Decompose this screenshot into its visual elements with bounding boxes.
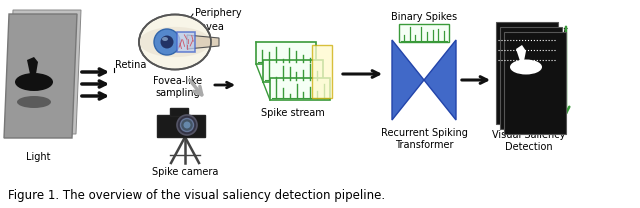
FancyBboxPatch shape [500, 27, 562, 129]
Text: Periphery: Periphery [195, 8, 242, 18]
Polygon shape [187, 35, 219, 49]
Ellipse shape [17, 96, 51, 108]
Ellipse shape [139, 27, 211, 57]
Text: Recurrent Spiking
Transformer: Recurrent Spiking Transformer [381, 128, 467, 150]
FancyBboxPatch shape [256, 42, 316, 64]
FancyBboxPatch shape [399, 24, 449, 42]
FancyBboxPatch shape [496, 22, 558, 124]
Ellipse shape [161, 36, 173, 48]
Ellipse shape [180, 119, 193, 131]
Text: Binary Spikes: Binary Spikes [391, 12, 457, 22]
Polygon shape [8, 10, 81, 134]
Text: Spike camera: Spike camera [152, 167, 218, 177]
Text: Spike stream: Spike stream [261, 108, 325, 118]
FancyBboxPatch shape [177, 32, 195, 52]
Text: Figure 1. The overview of the visual saliency detection pipeline.: Figure 1. The overview of the visual sal… [8, 189, 385, 202]
FancyBboxPatch shape [170, 108, 188, 116]
Text: Retina: Retina [115, 60, 147, 70]
Polygon shape [392, 40, 424, 120]
FancyBboxPatch shape [263, 60, 323, 82]
Polygon shape [424, 40, 456, 120]
FancyBboxPatch shape [157, 115, 205, 137]
Polygon shape [27, 57, 38, 74]
Ellipse shape [139, 15, 211, 69]
Text: Visual Saliency
Detection: Visual Saliency Detection [492, 130, 566, 152]
Ellipse shape [184, 121, 191, 129]
Ellipse shape [154, 29, 180, 55]
Ellipse shape [510, 59, 542, 74]
Ellipse shape [162, 37, 168, 41]
FancyBboxPatch shape [504, 32, 566, 134]
Text: Fovea: Fovea [195, 22, 224, 32]
Text: Light: Light [26, 152, 51, 162]
Ellipse shape [15, 73, 53, 91]
Polygon shape [312, 45, 332, 98]
Polygon shape [516, 45, 526, 61]
Polygon shape [4, 14, 77, 138]
Text: Fovea-like
sampling: Fovea-like sampling [154, 76, 203, 98]
FancyBboxPatch shape [270, 78, 330, 100]
Ellipse shape [177, 115, 197, 135]
Text: t: t [562, 26, 566, 36]
